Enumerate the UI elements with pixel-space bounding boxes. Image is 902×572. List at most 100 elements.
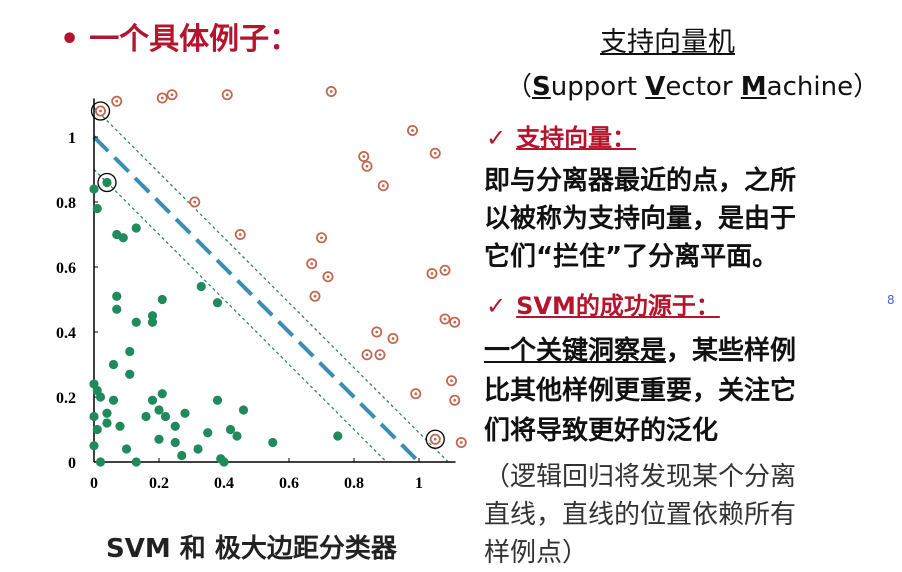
x-tick-label: 0.4 bbox=[214, 475, 234, 490]
initial-s: S bbox=[532, 72, 551, 102]
chart-caption: SVM 和 极大边距分类器 bbox=[106, 534, 397, 564]
support-vector-ring bbox=[97, 172, 117, 193]
negative-point-center bbox=[430, 272, 434, 275]
initial-v: V bbox=[645, 72, 666, 102]
negative-point-center bbox=[326, 275, 330, 279]
positive-point bbox=[121, 444, 132, 454]
separator-line bbox=[92, 135, 421, 464]
positive-point bbox=[115, 421, 125, 431]
positive-point bbox=[147, 311, 158, 321]
positive-point bbox=[89, 411, 99, 422]
positive-point bbox=[157, 389, 167, 399]
positive-point bbox=[108, 395, 119, 405]
negative-point-center bbox=[365, 164, 369, 168]
margin-line bbox=[93, 169, 387, 463]
negative-point-center bbox=[414, 392, 418, 396]
section-svm-success-title: ✓ SVM的成功源于： bbox=[486, 286, 720, 321]
negative-point-center bbox=[160, 96, 164, 100]
x-tick-label: 0.2 bbox=[149, 475, 169, 490]
negative-point-center bbox=[411, 129, 414, 132]
section-support-vectors-title: ✓ 支持向量： bbox=[486, 118, 636, 153]
negative-point-center bbox=[362, 155, 366, 158]
section1-line: 以被称为支持向量，是由于 bbox=[484, 204, 797, 234]
positive-point bbox=[170, 421, 180, 431]
negative-point-center bbox=[313, 294, 317, 298]
positive-point bbox=[92, 203, 102, 214]
positive-point bbox=[102, 418, 112, 428]
negative-point-center bbox=[433, 151, 437, 155]
positive-point bbox=[131, 223, 141, 233]
positive-point bbox=[157, 294, 167, 305]
positive-point bbox=[102, 408, 112, 418]
negative-point-center bbox=[453, 320, 457, 324]
check-icon: ✓ bbox=[486, 124, 507, 152]
negative-point-center bbox=[238, 233, 242, 236]
positive-point bbox=[193, 444, 203, 454]
negative-point-center bbox=[443, 268, 447, 272]
y-tick-label: 0 bbox=[68, 455, 76, 472]
title-bullet: • bbox=[60, 22, 80, 57]
section2-line: 比其他样例更重要，关注它 bbox=[484, 376, 797, 406]
svm-heading: 支持向量机 bbox=[600, 27, 735, 58]
negative-point-center bbox=[433, 437, 437, 441]
positive-point bbox=[102, 177, 112, 188]
positive-point bbox=[232, 431, 242, 441]
paren-open: （ bbox=[506, 72, 533, 102]
note-line: 直线，直线的位置依赖所有 bbox=[484, 500, 797, 530]
positive-point bbox=[160, 411, 171, 422]
section2-title-text: SVM的成功源于： bbox=[516, 292, 720, 320]
negative-point-center bbox=[365, 353, 369, 357]
y-tick-label: 0.2 bbox=[56, 390, 76, 407]
positive-point bbox=[225, 424, 236, 435]
negative-point-center bbox=[459, 441, 463, 444]
negative-point-center bbox=[375, 330, 379, 334]
positive-point bbox=[131, 457, 141, 467]
positive-point bbox=[95, 392, 106, 402]
positive-point bbox=[268, 437, 278, 448]
positive-point bbox=[112, 291, 122, 301]
positive-point bbox=[141, 411, 151, 422]
svm-scatter-plot: 0 0.2 0.4 0.6 0.8 1 0 0.2 0.4 0.6 0.8 1 bbox=[56, 86, 467, 490]
positive-point bbox=[219, 457, 229, 467]
note-line: 样例点） bbox=[484, 538, 589, 568]
positive-point bbox=[212, 298, 223, 308]
section1-line: 即与分离器最近的点，之所 bbox=[484, 166, 797, 196]
slide-title: • 一个具体例子： bbox=[60, 14, 299, 58]
positive-point bbox=[203, 428, 213, 438]
positive-point bbox=[125, 346, 135, 357]
positive-point bbox=[147, 317, 158, 327]
y-tick-label: 0.4 bbox=[56, 325, 76, 342]
positive-point bbox=[170, 437, 180, 448]
positive-point bbox=[177, 450, 187, 461]
tick-labels: 0 0.2 0.4 0.6 0.8 1 0 0.2 0.4 0.6 0.8 1 bbox=[56, 130, 423, 490]
word-support: upport bbox=[550, 72, 646, 102]
positive-point bbox=[196, 281, 206, 292]
section2-line: 一个关键洞察是，某些样例 bbox=[484, 330, 796, 367]
negative-point-center bbox=[378, 353, 382, 357]
negative-point-center bbox=[329, 90, 333, 93]
margin-line bbox=[93, 107, 449, 463]
x-tick-label: 0 bbox=[90, 475, 98, 490]
x-tick-label: 1 bbox=[415, 475, 423, 490]
positive-point bbox=[333, 431, 343, 441]
negative-point-center bbox=[310, 262, 314, 266]
note-line: （逻辑回归将发现某个分离 bbox=[484, 462, 797, 492]
negative-point-center bbox=[99, 109, 102, 113]
y-tick-label: 0.6 bbox=[56, 260, 76, 277]
positive-point bbox=[147, 395, 158, 405]
boundary-lines bbox=[92, 107, 449, 464]
positive-point bbox=[112, 304, 122, 314]
section2-line: 们将导致更好的泛化 bbox=[484, 416, 719, 446]
positive-point bbox=[89, 184, 99, 194]
negative-point-center bbox=[193, 200, 197, 204]
positive-point bbox=[154, 434, 164, 444]
margin-marker: 8 bbox=[887, 293, 895, 307]
initial-m: M bbox=[740, 72, 767, 102]
positive-point bbox=[154, 405, 164, 415]
positive-point bbox=[95, 457, 106, 467]
data-points bbox=[89, 86, 467, 467]
negative-point-center bbox=[320, 236, 323, 240]
positive-point bbox=[92, 424, 102, 435]
word-vector: ector bbox=[665, 72, 741, 102]
positive-point bbox=[118, 233, 128, 243]
